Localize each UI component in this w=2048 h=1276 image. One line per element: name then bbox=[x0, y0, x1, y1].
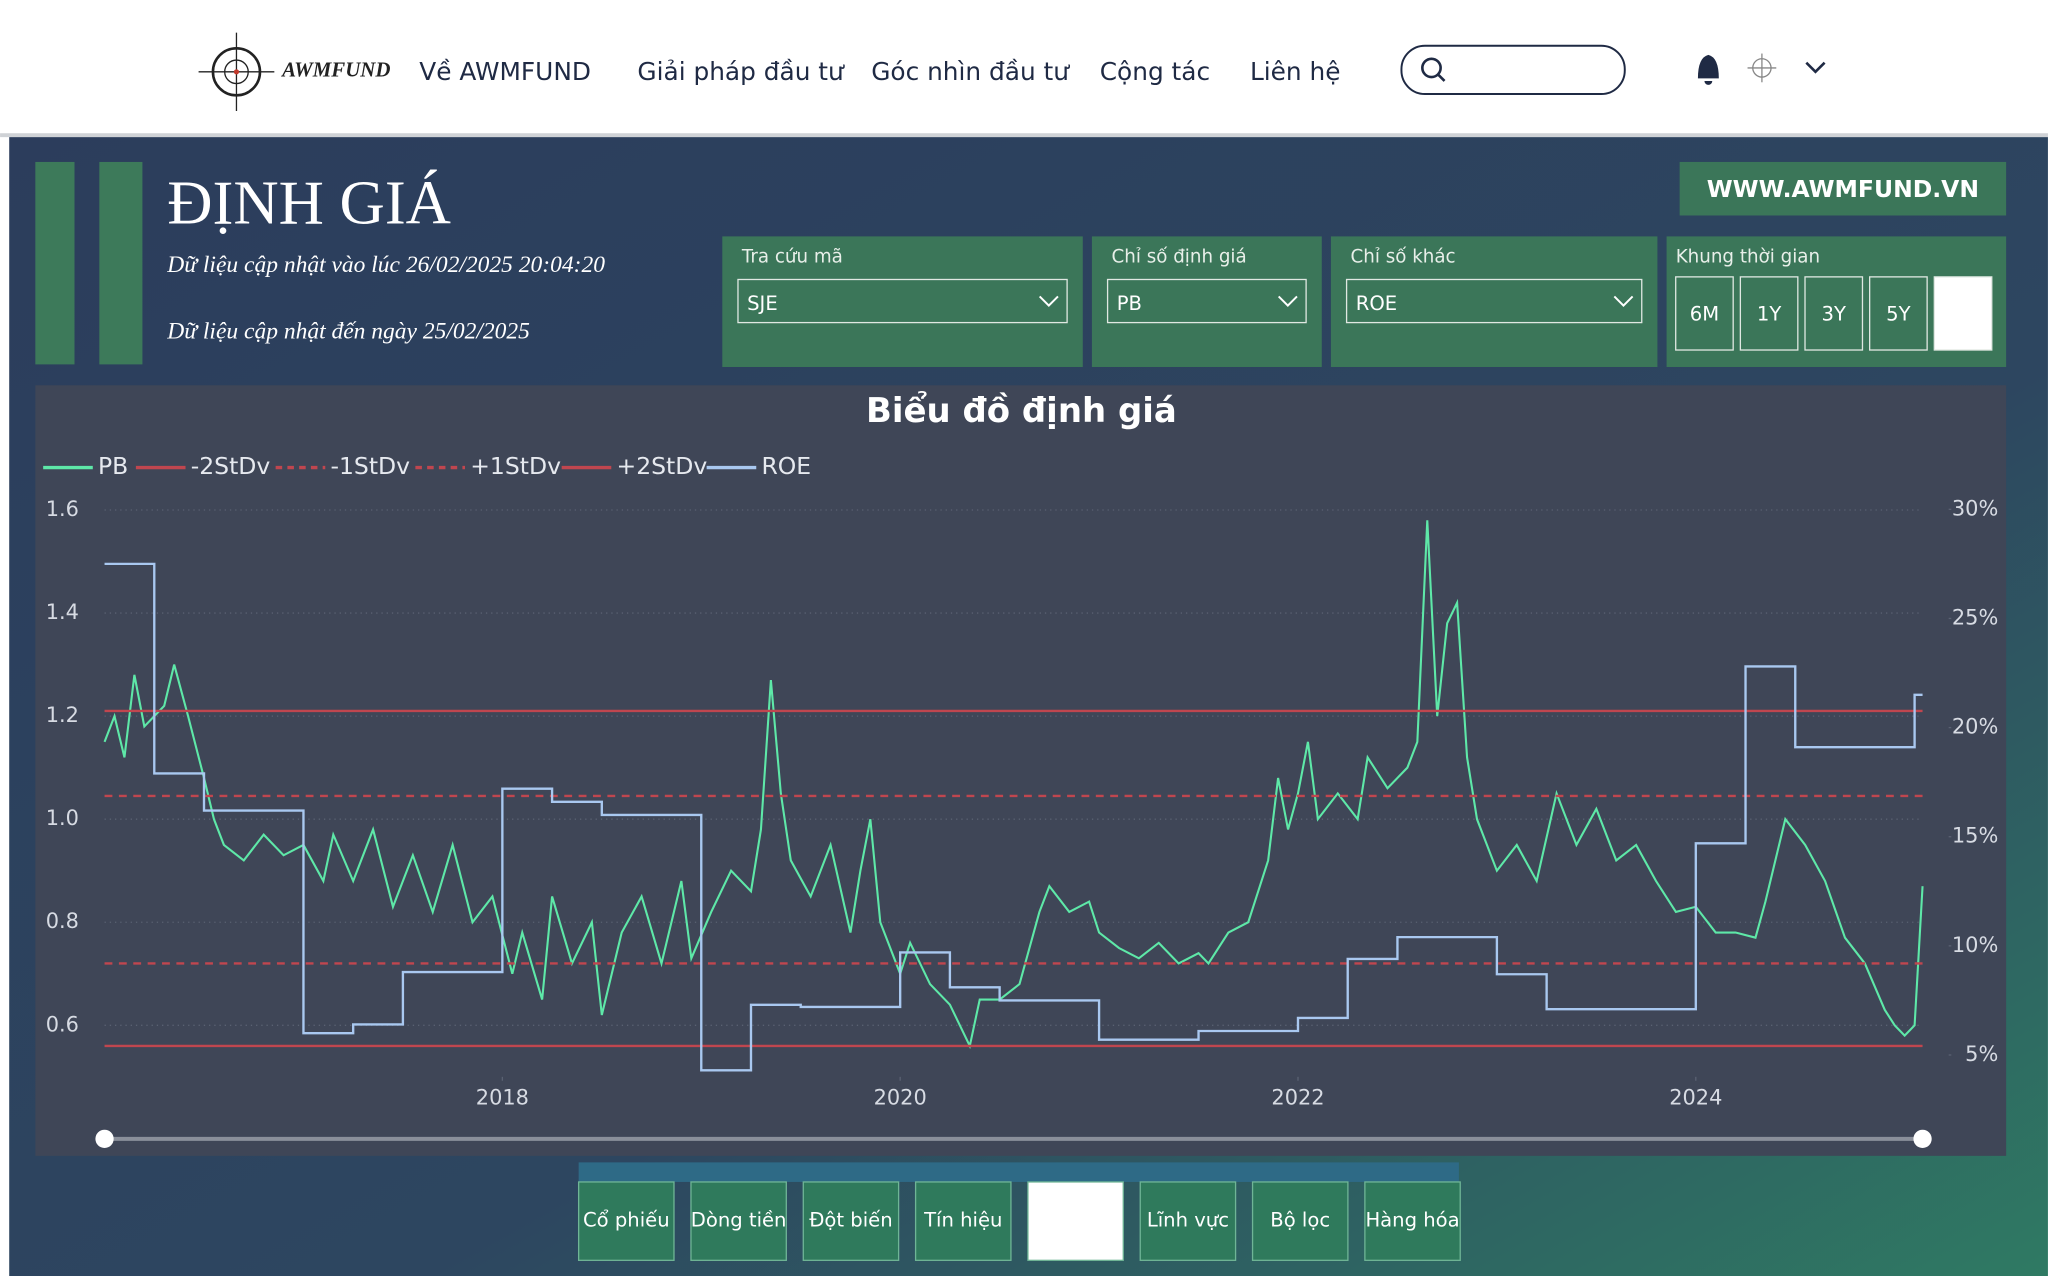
timeframe-option[interactable]: 1Y bbox=[1757, 302, 1781, 325]
tab[interactable] bbox=[577, 1181, 675, 1261]
accent-bar bbox=[99, 161, 143, 365]
timeframe-option[interactable]: 6M bbox=[1690, 302, 1719, 325]
brand[interactable]: AWMFUND bbox=[280, 58, 390, 82]
tab-label[interactable]: Định giá bbox=[1035, 1209, 1117, 1232]
x-tick-label: 2024 bbox=[1669, 1085, 1722, 1109]
y2-tick-label: 30% bbox=[1952, 496, 1998, 520]
timeframe-option[interactable]: 5Y bbox=[1886, 302, 1910, 325]
timeframe-option[interactable]: All bbox=[1949, 302, 1978, 325]
tab[interactable] bbox=[1139, 1181, 1237, 1261]
dropdown-value[interactable]: PB bbox=[1117, 292, 1142, 315]
y-tick-label: 1.0 bbox=[46, 806, 79, 830]
dropdown[interactable] bbox=[737, 278, 1068, 324]
tab-label[interactable]: Hàng hóa bbox=[1365, 1209, 1459, 1232]
legend-label[interactable]: +2StDv bbox=[617, 452, 708, 480]
y2-tick-label: 20% bbox=[1952, 715, 1998, 739]
x-tick-label: 2022 bbox=[1271, 1085, 1324, 1109]
tab[interactable] bbox=[914, 1181, 1012, 1261]
filter-label: Chỉ số khác bbox=[1351, 246, 1456, 267]
timeframe: Khung thời gian 6M 1Y 3Y 5Y All bbox=[1666, 236, 2007, 367]
y2-tick-label: 25% bbox=[1952, 605, 1998, 629]
dropdown-chevron bbox=[1613, 295, 1634, 307]
filter-panel bbox=[722, 236, 1083, 367]
filters: Tra cứu mã SJE Chỉ số định giá PB Chỉ số khá… bbox=[722, 236, 1658, 367]
dropdown-chevron[interactable] bbox=[1805, 61, 1826, 74]
legend-label[interactable]: PB bbox=[98, 452, 128, 480]
timeframe-option[interactable]: 3Y bbox=[1822, 302, 1846, 325]
y-tick-label: 0.6 bbox=[46, 1012, 79, 1036]
slider-handle[interactable] bbox=[1913, 1129, 1932, 1149]
website-box bbox=[1679, 161, 2007, 216]
tab-label[interactable]: Lĩnh vực bbox=[1147, 1209, 1229, 1232]
series-line bbox=[103, 520, 1924, 1050]
filter-label: Chỉ số định giá bbox=[1112, 246, 1247, 267]
dropdown-value[interactable]: SJE bbox=[747, 292, 778, 315]
slider-handle[interactable] bbox=[95, 1129, 114, 1149]
website: WWW.AWMFUND.VN bbox=[1707, 175, 1979, 203]
data-date: Dữ liệu cập nhật đến ngày 25/02/2025 bbox=[166, 318, 530, 344]
legend-label[interactable]: +1StDv bbox=[470, 452, 561, 480]
accent-bar bbox=[35, 161, 75, 365]
search-box[interactable] bbox=[1400, 44, 1626, 96]
nav-link[interactable]: Cộng tác bbox=[1100, 57, 1210, 86]
dropdown[interactable] bbox=[1345, 278, 1643, 324]
y-tick-label: 1.6 bbox=[46, 497, 79, 521]
legend-label[interactable]: -2StDv bbox=[191, 452, 271, 480]
tab-strip bbox=[578, 1162, 1459, 1182]
tab-label[interactable]: Đột biến bbox=[809, 1209, 892, 1232]
dropdown-chevron bbox=[1277, 295, 1298, 307]
legend-label[interactable]: -1StDv bbox=[330, 452, 410, 480]
timeframe-button[interactable] bbox=[1675, 276, 1734, 351]
nav-link[interactable]: Về AWMFUND bbox=[419, 57, 591, 86]
page-title: ĐỊNH GIÁ bbox=[167, 167, 451, 237]
chart-title: Biểu đồ định giá bbox=[866, 390, 1177, 431]
nav-link[interactable]: Góc nhìn đầu tư bbox=[871, 57, 1070, 86]
x-tick-label: 2018 bbox=[476, 1085, 529, 1109]
y2-tick-label: 15% bbox=[1952, 824, 1998, 848]
tab[interactable] bbox=[1027, 1181, 1124, 1261]
tab[interactable] bbox=[1251, 1181, 1349, 1261]
tab-label[interactable]: Tín hiệu bbox=[923, 1209, 1002, 1232]
logo[interactable] bbox=[198, 32, 275, 112]
timeframe-button[interactable] bbox=[1869, 276, 1928, 351]
plot: 0.6 0.8 1.0 1.2 1.4 1.6 5% 10% 15% 20% 25% 30% 2018 2… bbox=[43, 452, 1998, 1109]
bell-icon[interactable] bbox=[1697, 54, 1719, 85]
y2-tick-label: 10% bbox=[1952, 933, 1998, 957]
nav-link[interactable]: Liên hệ bbox=[1250, 57, 1341, 86]
series-line bbox=[104, 562, 1923, 1072]
dropdown[interactable] bbox=[1106, 278, 1307, 324]
tab[interactable] bbox=[1364, 1181, 1461, 1261]
update-time: Dữ liệu cập nhật vào lúc 26/02/2025 20:0… bbox=[166, 252, 605, 278]
tab[interactable] bbox=[802, 1181, 900, 1261]
tab-label[interactable]: Cổ phiếu bbox=[583, 1209, 670, 1232]
timeframe-label: Khung thời gian bbox=[1676, 246, 1820, 267]
y-tick-label: 1.4 bbox=[46, 600, 79, 624]
y-tick-label: 0.8 bbox=[46, 909, 79, 933]
nav-link[interactable]: Giải pháp đầu tư bbox=[637, 57, 845, 86]
tabs: Cổ phiếu Dòng tiền Đột biến Tín hiệu Định gi… bbox=[577, 1181, 1461, 1261]
dropdown-value[interactable]: ROE bbox=[1356, 292, 1397, 315]
profile-icon[interactable] bbox=[1747, 53, 1777, 83]
timeframe-button[interactable] bbox=[1739, 276, 1799, 351]
y-tick-label: 1.2 bbox=[46, 703, 79, 727]
tab-label[interactable]: Dòng tiền bbox=[691, 1209, 787, 1232]
filter-panel bbox=[1330, 236, 1658, 367]
timeframe-button[interactable] bbox=[1804, 276, 1864, 351]
legend-label[interactable]: ROE bbox=[761, 452, 811, 480]
search-icon bbox=[1421, 57, 1446, 82]
filter-label: Tra cứu mã bbox=[741, 246, 843, 267]
chart-panel bbox=[35, 385, 2007, 1156]
tab[interactable] bbox=[690, 1181, 787, 1261]
x-tick-label: 2020 bbox=[874, 1085, 927, 1109]
dropdown-chevron bbox=[1038, 295, 1059, 307]
navbar-border bbox=[0, 133, 2048, 138]
y2-tick-label: 5% bbox=[1965, 1042, 1998, 1066]
tab-label[interactable]: Bộ lọc bbox=[1270, 1209, 1330, 1232]
timeframe-button[interactable] bbox=[1933, 276, 1993, 351]
